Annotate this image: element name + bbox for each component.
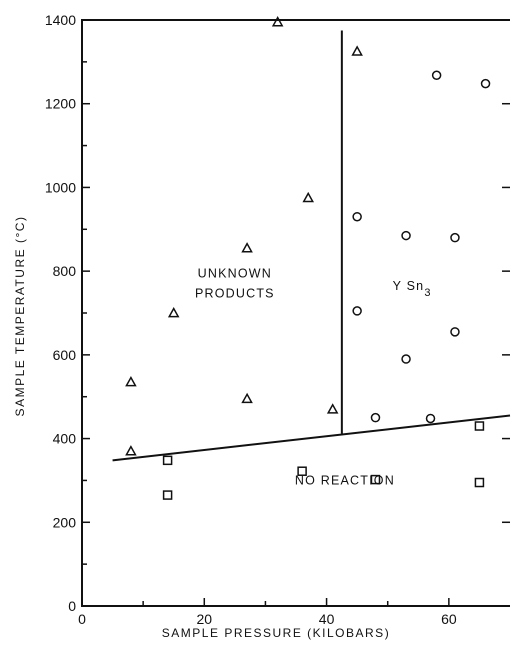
data-points — [125, 16, 491, 500]
region-label: Y Sn3 — [393, 279, 432, 299]
region-label-line: PRODUCTS — [195, 286, 275, 300]
y-tick-label: 400 — [53, 431, 77, 447]
phase-boundary-line — [112, 414, 511, 462]
triangle-point — [125, 376, 137, 387]
x-tick-label: 0 — [78, 611, 86, 627]
region-label-line: UNKNOWN — [198, 266, 272, 280]
y-tick-label: 1000 — [45, 179, 76, 195]
square-point — [474, 477, 485, 488]
x-tick-label: 20 — [196, 611, 212, 627]
square-point — [162, 490, 173, 500]
region-label: NO REACTION — [295, 474, 395, 488]
x-tick-label: 40 — [319, 611, 335, 627]
circle-point — [370, 412, 381, 423]
axes — [81, 19, 510, 607]
y-tick-label: 1200 — [45, 96, 76, 112]
triangle-point — [241, 242, 253, 253]
phase-boundaries — [112, 30, 511, 462]
y-tick-label: 200 — [53, 514, 77, 530]
y-tick-label: 600 — [53, 347, 77, 363]
circle-point — [480, 78, 491, 89]
y-axis-title: SAMPLE TEMPERATURE (°C) — [13, 216, 27, 417]
y-tick-label: 800 — [53, 263, 77, 279]
square-point — [297, 466, 307, 476]
circle-point — [401, 230, 411, 241]
x-tick-label: 60 — [441, 611, 457, 627]
triangle-point — [271, 16, 284, 27]
y-axis-ticks: 0 200 400 600 800 1000 1200 1400 — [45, 12, 510, 614]
triangle-point — [241, 392, 253, 404]
formula-text: Y Sn — [393, 279, 425, 293]
circle-point — [401, 354, 411, 364]
region-labels: UNKNOWN PRODUCTS Y Sn3 NO REACTION — [195, 266, 432, 488]
x-axis-title: SAMPLE PRESSURE (KILOBARS) — [162, 626, 390, 640]
x-axis-ticks: 0 20 40 60 — [78, 598, 457, 627]
circle-point — [450, 327, 460, 337]
region-label: UNKNOWN PRODUCTS — [195, 266, 275, 300]
triangle-point — [167, 306, 180, 318]
square-point — [474, 421, 485, 431]
square-point — [370, 474, 381, 485]
circle-point — [352, 306, 362, 316]
square-point — [162, 455, 173, 466]
triangle-point — [302, 191, 315, 203]
y-tick-label: 1400 — [45, 12, 76, 28]
formula-subscript: 3 — [424, 287, 431, 299]
triangle-point — [125, 445, 137, 456]
circle-point — [425, 413, 436, 424]
triangle-point — [351, 45, 363, 56]
triangle-point — [326, 403, 339, 414]
circle-point — [431, 70, 442, 81]
axis-frame — [81, 19, 510, 607]
y-tick-label: 0 — [68, 598, 76, 614]
circle-point — [352, 211, 362, 222]
circle-point — [450, 232, 460, 243]
region-label-line: NO REACTION — [295, 474, 395, 488]
